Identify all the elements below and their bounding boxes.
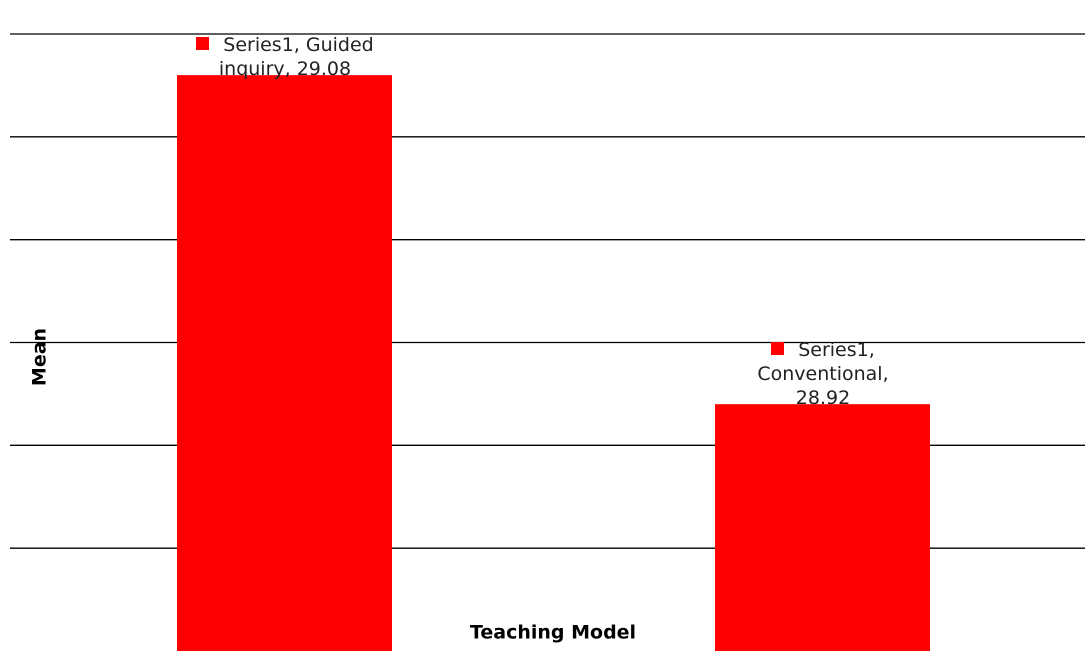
data-label-text: Series1, Conventional, 28.92 <box>757 339 889 410</box>
data-label: Series1, Conventional, 28.92 <box>728 338 918 410</box>
data-label: Series1, Guided inquiry, 29.08 <box>165 33 405 81</box>
data-label-text: Series1, Guided inquiry, 29.08 <box>218 34 374 81</box>
x-axis-title: Teaching Model <box>470 622 636 644</box>
bar <box>177 75 392 651</box>
legend-key <box>771 342 785 356</box>
bar <box>715 404 930 651</box>
legend-key <box>196 37 210 51</box>
y-axis-title: Mean <box>29 328 51 386</box>
bars <box>177 75 930 651</box>
